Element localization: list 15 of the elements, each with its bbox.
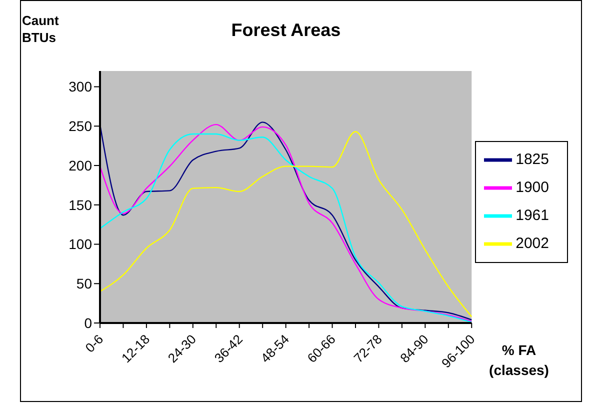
y-tick-label: 100 [68,236,92,252]
legend-label: 1900 [516,178,549,196]
y-tick-label: 0 [84,314,92,331]
y-tick-label: 200 [68,157,92,174]
legend-label: 2002 [516,235,549,252]
y-tick-label: 50 [76,276,92,292]
y-tick-label: 250 [68,118,92,134]
y-tick-label: 300 [68,78,92,95]
legend-label: 1961 [516,207,549,224]
chart-title: Forest Areas [230,20,342,41]
y-axis-title: Caunt BTUs [22,12,60,46]
y-tick-label: 150 [68,196,92,213]
legend-label: 1825 [516,150,549,168]
x-tick-label: 0-6 [82,332,106,356]
x-axis-title: % FA (classes) [489,342,549,378]
